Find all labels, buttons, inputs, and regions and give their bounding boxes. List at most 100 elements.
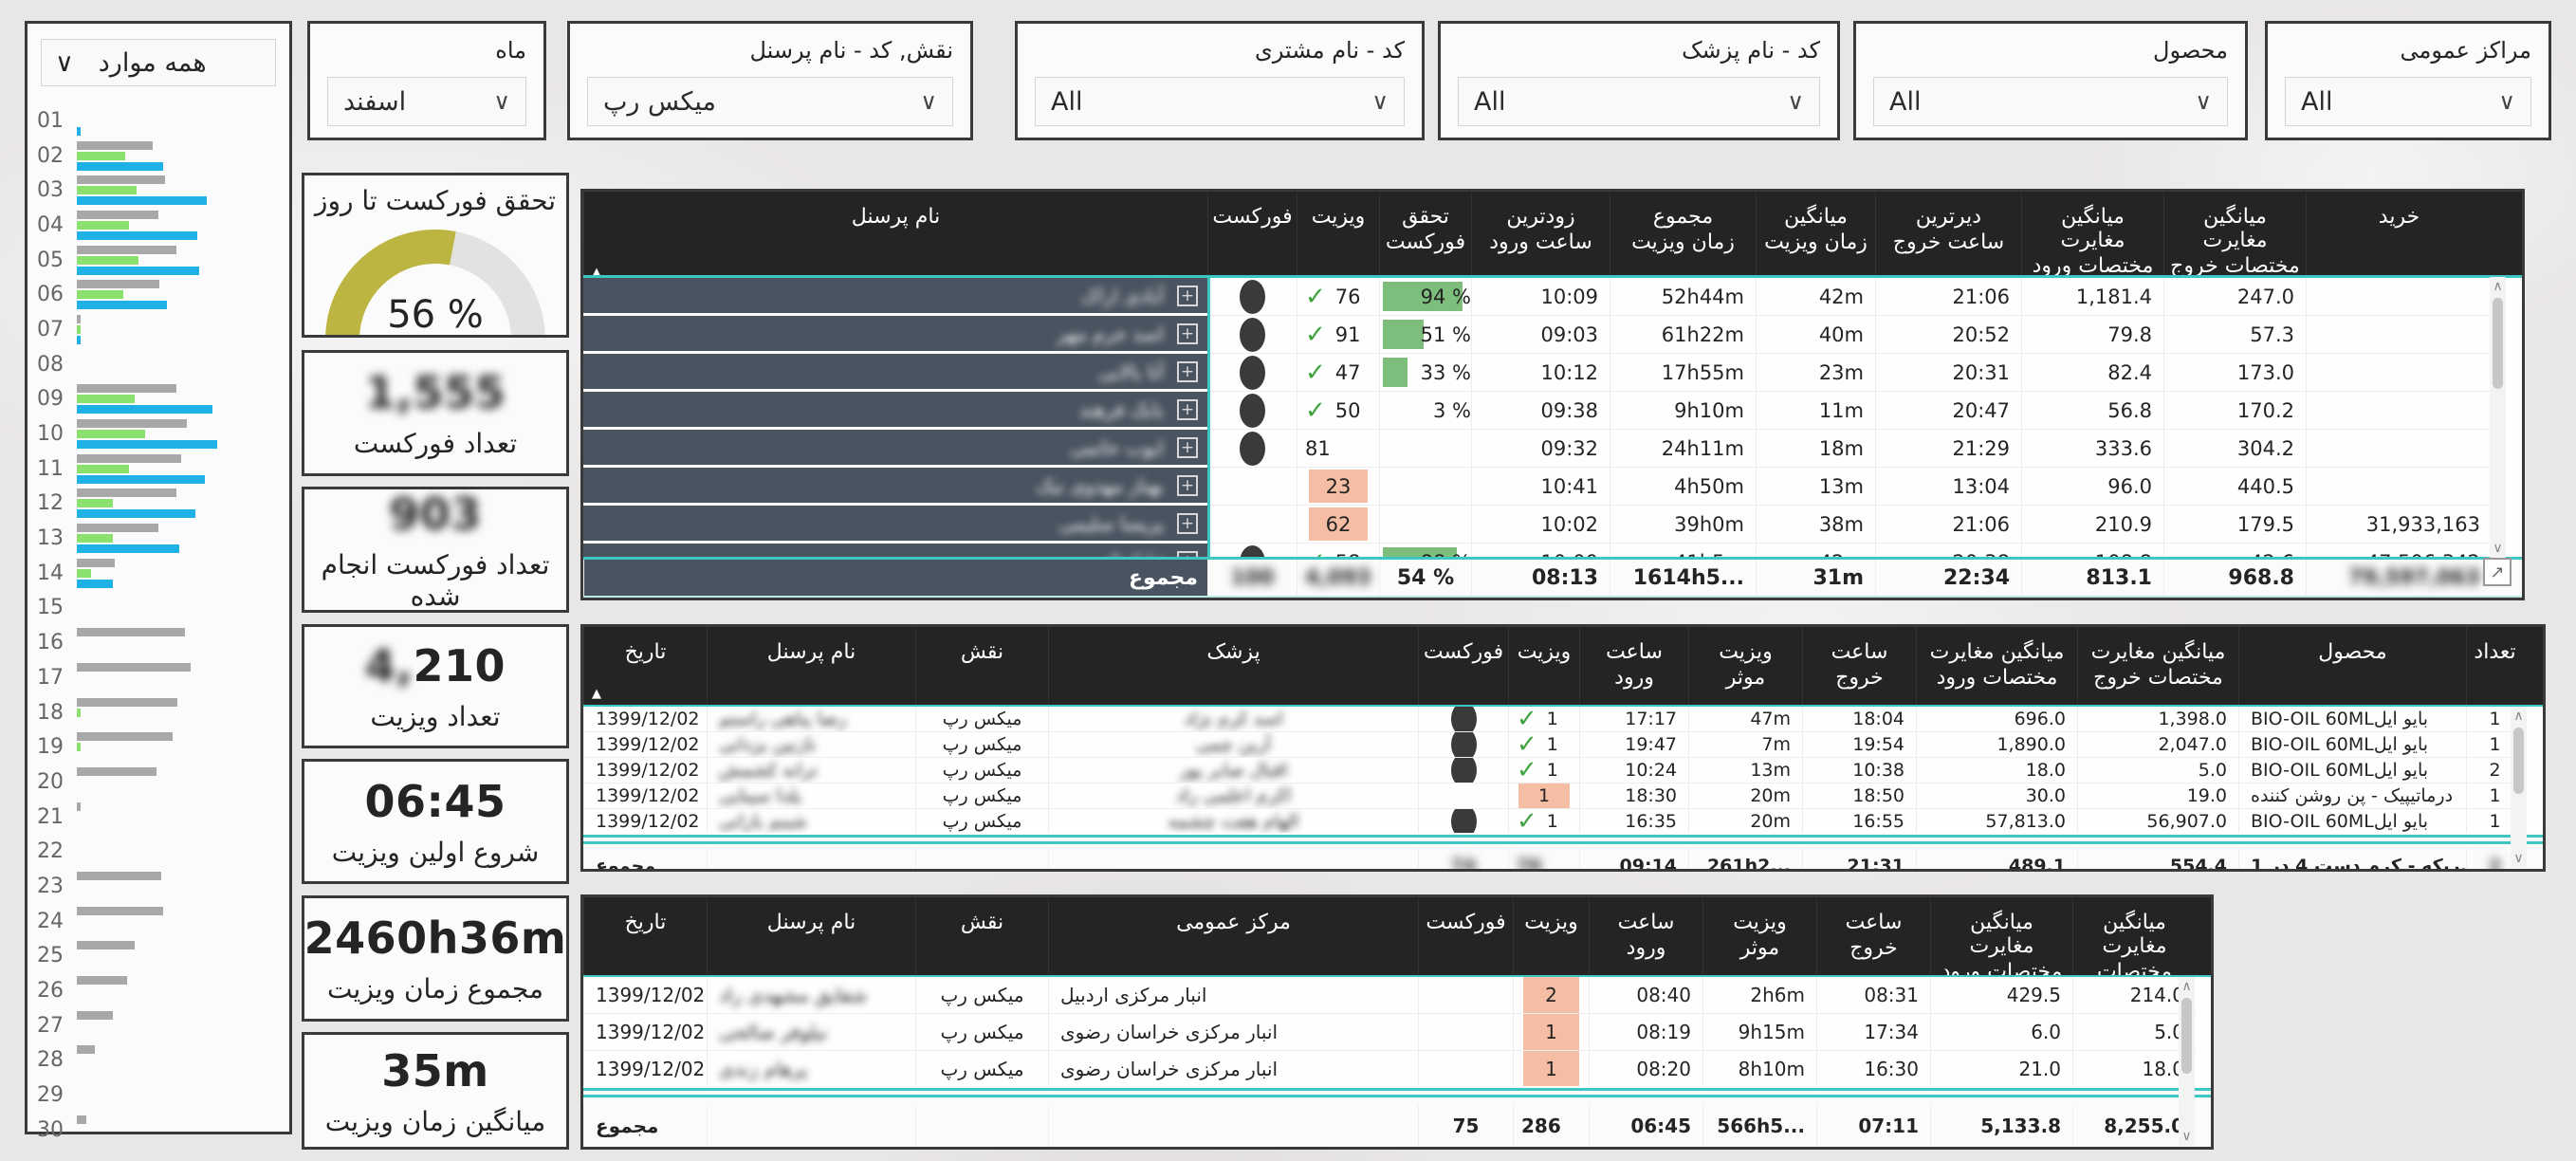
cell-total-visit-time[interactable]: 52h44m: [1610, 278, 1756, 316]
cell-date[interactable]: 1399/12/02: [583, 1051, 707, 1086]
series-blue-bar[interactable]: [77, 544, 180, 554]
col-header-date[interactable]: تاریخ▲: [583, 897, 707, 1013]
scroll-up-icon[interactable]: ∧: [2493, 279, 2503, 294]
slicer-dropdown-month[interactable]: اسفند ∨: [327, 77, 526, 126]
cell-earliest-entry[interactable]: 10:12: [1471, 354, 1610, 392]
cell-public-center[interactable]: انبار مرکزی خراسان رضوی: [1048, 1051, 1418, 1086]
cell-forecast[interactable]: [1207, 544, 1297, 557]
cell-date[interactable]: 1399/12/02: [583, 977, 707, 1014]
cell-role[interactable]: میکس رپ: [915, 1014, 1048, 1051]
cell-forecast[interactable]: [1418, 1051, 1513, 1086]
series-green-bar[interactable]: [77, 568, 92, 578]
series-blue-bar[interactable]: [77, 230, 198, 240]
cell-doctor[interactable]: الهام هفت چشمه: [1048, 809, 1418, 833]
cell-purchase[interactable]: [2306, 430, 2492, 468]
col-header-avg-visit-time[interactable]: میانگین زمان ویزیت: [1756, 192, 1875, 284]
cell-avg-visit-time[interactable]: 23m: [1756, 354, 1875, 392]
cell-latest-exit[interactable]: 20:47: [1875, 392, 2021, 430]
cell-visit[interactable]: 2: [1513, 977, 1589, 1014]
cell-total-visit-time[interactable]: 39h0m: [1610, 506, 1756, 544]
cell-exit-time[interactable]: 18:50: [1802, 783, 1916, 809]
cell-name[interactable]: + پریسا سلیمی: [583, 506, 1207, 544]
cell-latest-exit[interactable]: 13:04: [1875, 468, 2021, 506]
series-green-bar[interactable]: [77, 464, 130, 473]
cell-avg-entry-deviation[interactable]: 96.0: [2021, 468, 2163, 506]
series-blue-bar[interactable]: [77, 301, 167, 310]
table-row[interactable]: + اسد خرم مهر 91 ✓ 51 % 09:03 61h22m 40m 20:52 79…: [583, 316, 2522, 354]
cell-public-center[interactable]: انبار مرکزی اردبیل: [1048, 977, 1418, 1014]
series-green-bar[interactable]: [77, 534, 113, 544]
cell-latest-exit[interactable]: 20:52: [1875, 316, 2021, 354]
col-header-name[interactable]: نام پرسنل ▲: [583, 192, 1207, 284]
cell-forecast[interactable]: [1207, 354, 1297, 392]
cell-purchase[interactable]: 31,933,163: [2306, 506, 2492, 544]
cell-visit[interactable]: 1: [1508, 783, 1579, 809]
cell-count[interactable]: 1: [2466, 783, 2523, 809]
cell-latest-exit[interactable]: 20:31: [1875, 354, 2021, 392]
table-row[interactable]: 1399/12/02 شقایق مشهدی راد میکس رپ انبار مر…: [583, 977, 2211, 1014]
cell-visit[interactable]: 1 ✓: [1508, 809, 1579, 833]
cell-forecast[interactable]: [1207, 430, 1297, 468]
cell-earliest-entry[interactable]: 10:09: [1471, 278, 1610, 316]
col-header-entry-time[interactable]: ساعت ورود: [1589, 897, 1702, 1013]
col-header-role[interactable]: نقش: [915, 897, 1048, 1013]
cell-avg-exit-deviation[interactable]: 18.0: [2072, 1051, 2196, 1086]
cell-exit-time[interactable]: 19:54: [1802, 732, 1916, 758]
cell-effective-visit[interactable]: 7m: [1688, 732, 1802, 758]
cell-visit[interactable]: 81: [1297, 430, 1379, 468]
cell-latest-exit[interactable]: 21:29: [1875, 430, 2021, 468]
slicer-dropdown-product[interactable]: All ∨: [1873, 77, 2228, 126]
cell-role[interactable]: میکس رپ: [915, 732, 1048, 758]
cell-date[interactable]: 1399/12/02: [583, 732, 707, 758]
series-green-bar[interactable]: [77, 743, 81, 752]
table-row[interactable]: +ثنا کمالی 58✓88 %10:0041h5m42m20:38108.8…: [583, 544, 2522, 557]
cell-name[interactable]: + ایوب حاتمی: [583, 430, 1207, 468]
cell-personnel[interactable]: شقایق مشهدی راد: [707, 977, 915, 1014]
col-header-forecast[interactable]: فورکست: [1207, 192, 1297, 284]
cell-exit-time[interactable]: 16:30: [1816, 1051, 1930, 1086]
cell-total-visit-time[interactable]: 9h10m: [1610, 392, 1756, 430]
cell-entry-time[interactable]: 08:19: [1589, 1014, 1702, 1051]
series-green-bar[interactable]: [77, 255, 138, 265]
cell-effective-visit[interactable]: 9h15m: [1702, 1014, 1816, 1051]
col-header-visit[interactable]: ویزیت: [1508, 627, 1579, 705]
cell-purchase[interactable]: [2306, 468, 2492, 506]
table-row[interactable]: 1399/12/02 ترانه کشمش میکس رپ اقبال صابر پو…: [583, 758, 2543, 783]
scroll-down-icon[interactable]: ∨: [2513, 851, 2524, 866]
cell-avg-exit-deviation[interactable]: 304.2: [2163, 430, 2306, 468]
cell-realization[interactable]: 3 %: [1379, 392, 1471, 430]
cell-avg-entry-deviation[interactable]: 18.0: [1916, 758, 2077, 783]
cell-role[interactable]: میکس رپ: [915, 1051, 1048, 1086]
cell-realization[interactable]: [1379, 468, 1471, 506]
cell-realization[interactable]: 88 %: [1379, 544, 1471, 557]
series-blue-bar[interactable]: [77, 161, 164, 171]
cell-role[interactable]: میکس رپ: [915, 783, 1048, 809]
series-gray-bar[interactable]: [77, 906, 164, 915]
series-gray-bar[interactable]: [77, 941, 135, 950]
series-gray-bar[interactable]: [77, 1115, 86, 1124]
col-header-doctor[interactable]: پزشک: [1048, 627, 1418, 705]
series-green-bar[interactable]: [77, 220, 130, 230]
cell-avg-entry-deviation[interactable]: 79.8: [2021, 316, 2163, 354]
cell-exit-time[interactable]: 17:34: [1816, 1014, 1930, 1051]
expand-icon[interactable]: +: [1177, 360, 1198, 382]
cell-forecast[interactable]: [1207, 392, 1297, 430]
cell-personnel[interactable]: رضا پناهی راستم: [707, 707, 915, 732]
col-header-purchase[interactable]: خرید: [2306, 192, 2492, 284]
series-green-bar[interactable]: [77, 186, 137, 195]
cell-avg-exit-deviation[interactable]: 57.3: [2163, 316, 2306, 354]
cell-product[interactable]: بایو ایلBIO-OIL 60ML: [2238, 732, 2466, 758]
cell-public-center[interactable]: انبار مرکزی خراسان رضوی: [1048, 1014, 1418, 1051]
cell-entry-time[interactable]: 19:47: [1579, 732, 1688, 758]
cell-avg-entry-deviation[interactable]: 30.0: [1916, 783, 2077, 809]
cell-entry-time[interactable]: 08:40: [1589, 977, 1702, 1014]
series-gray-bar[interactable]: [77, 384, 176, 394]
col-header-earliest-entry[interactable]: زودترین ساعت ورود: [1471, 192, 1610, 284]
series-gray-bar[interactable]: [77, 871, 162, 880]
cell-avg-visit-time[interactable]: 18m: [1756, 430, 1875, 468]
cell-date[interactable]: 1399/12/02: [583, 707, 707, 732]
col-header-personnel[interactable]: نام پرسنل: [707, 897, 915, 1013]
cell-date[interactable]: 1399/12/02: [583, 1014, 707, 1051]
series-gray-bar[interactable]: [77, 662, 191, 672]
scroll-up-icon[interactable]: ∧: [2513, 709, 2524, 724]
